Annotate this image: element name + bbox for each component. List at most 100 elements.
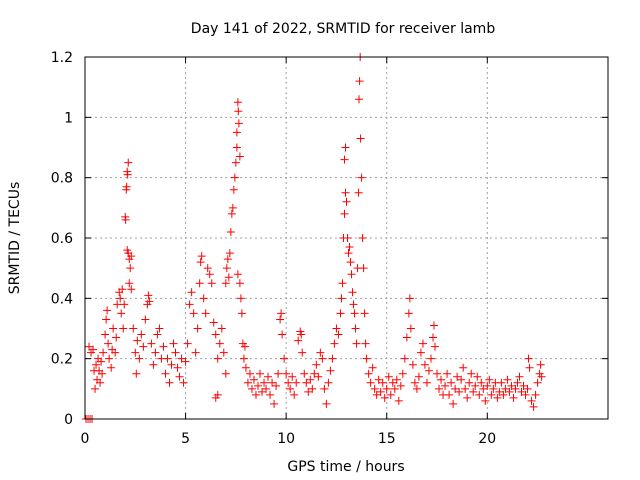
data-point [529,402,538,411]
axis-ticks: 0 0.2 0.4 0.6 0.8 1 1.2 0 5 10 15 20 [51,50,608,447]
data-point [179,378,188,387]
data-point [461,384,470,393]
data-point [126,264,135,273]
data-point [107,363,116,372]
data-point [352,339,361,348]
data-point [145,297,154,306]
data-point [92,360,101,369]
data-point [91,384,100,393]
data-point [341,143,350,152]
data-point [368,363,377,372]
data-point [420,360,429,369]
data-point [97,357,106,366]
data-point [356,134,365,143]
data-point [240,342,249,351]
x-tick-label: 20 [478,431,496,447]
data-point [536,360,545,369]
data-point [153,330,162,339]
data-point [348,288,357,297]
data-point [171,348,180,357]
data-point [165,378,174,387]
data-point [85,342,94,351]
data-point [414,372,423,381]
data-point [505,387,514,396]
data-point [463,393,472,402]
data-point [422,378,431,387]
data-point [519,381,528,390]
data-point [121,215,130,224]
data-point [234,107,243,116]
data-point [234,119,243,128]
data-point [441,381,450,390]
data-point [96,378,105,387]
y-tick-label: 1 [64,110,73,126]
data-point [284,378,293,387]
data-point [314,372,323,381]
data-point [406,324,415,333]
data-point [400,354,409,363]
data-point [221,279,230,288]
data-point [209,318,218,327]
data-point [412,384,421,393]
data-point [511,384,520,393]
data-point [430,321,439,330]
data-point [272,381,281,390]
data-point [499,390,508,399]
data-point [155,324,164,333]
data-point [282,369,291,378]
data-point [243,378,252,387]
data-point [117,309,126,318]
data-point [135,354,144,363]
data-point [105,354,114,363]
data-point [127,285,136,294]
data-point [322,399,331,408]
data-point [390,384,399,393]
data-point [290,390,299,399]
data-point [122,182,131,191]
y-tick-label: 0 [64,412,73,428]
data-point [215,339,224,348]
data-point [235,152,244,161]
data-point [428,333,437,342]
data-point [376,387,385,396]
data-point [362,354,371,363]
data-point [260,378,269,387]
data-point [298,348,307,357]
data-point [185,300,194,309]
data-point [232,143,241,152]
data-point [113,300,122,309]
data-point [503,375,512,384]
data-point [251,390,260,399]
data-point [431,342,440,351]
data-point [201,309,210,318]
data-point [457,375,466,384]
data-point [151,348,160,357]
chart-title: Day 141 of 2022, SRMTID for receiver lam… [191,21,496,37]
data-point [149,360,158,369]
data-point [127,252,136,261]
data-point [268,378,277,387]
y-axis-label: SRMTID / TECUs [7,182,23,295]
data-point [447,378,456,387]
x-axis-label: GPS time / hours [287,459,404,475]
data-point [258,387,267,396]
data-point [320,384,329,393]
data-point [213,390,222,399]
data-point [112,333,121,342]
data-point [161,369,170,378]
data-point [351,324,360,333]
data-point [386,390,395,399]
data-point [513,378,522,387]
data-point [276,315,285,324]
data-point [99,348,108,357]
data-point [517,387,526,396]
data-point [231,158,240,167]
data-point [133,336,142,345]
data-point [384,372,393,381]
data-point [527,396,536,405]
data-point [455,387,464,396]
data-point [213,354,222,363]
data-point [443,369,452,378]
data-point [233,270,242,279]
data-point [467,369,476,378]
